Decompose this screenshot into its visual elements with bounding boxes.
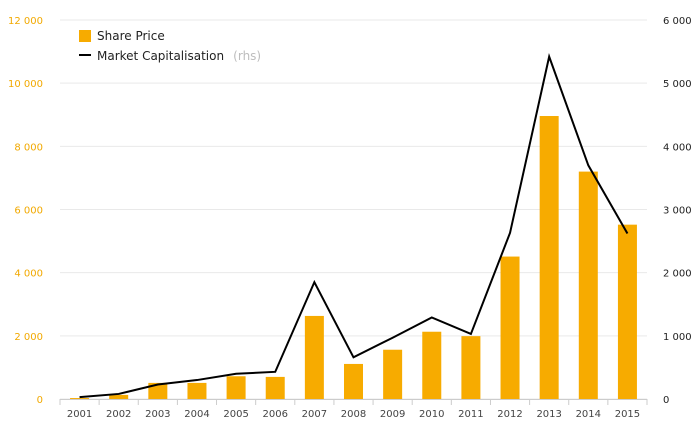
bar-share-price bbox=[109, 394, 129, 399]
bar-share-price bbox=[226, 376, 246, 399]
bar-share-price bbox=[344, 363, 363, 399]
legend: Share Price Market Capitalisation (rhs) bbox=[79, 29, 261, 64]
legend-label-market-cap: Market Capitalisation (rhs) bbox=[97, 45, 261, 64]
share-price-bars bbox=[70, 116, 637, 399]
gridlines bbox=[60, 19, 647, 400]
x-tick-label: 2005 bbox=[223, 409, 248, 420]
y-axis-right: 0 1 000 2 000 3 000 4 000 5 000 6 000 bbox=[663, 16, 692, 406]
y-left-tick-label: 6 000 bbox=[14, 206, 43, 217]
y-right-tick-label: 3 000 bbox=[663, 206, 692, 217]
y-axis-left: 0 2 000 4 000 6 000 8 000 10 000 12 000 bbox=[8, 16, 43, 406]
bar-share-price bbox=[578, 171, 598, 399]
y-right-tick-label: 0 bbox=[663, 395, 669, 406]
bar-share-price bbox=[539, 116, 559, 399]
bar-share-price bbox=[500, 256, 520, 399]
y-left-tick-label: 12 000 bbox=[8, 16, 43, 27]
x-tick-label: 2003 bbox=[145, 409, 170, 420]
x-tick-label: 2006 bbox=[263, 409, 288, 420]
x-tick-label: 2012 bbox=[497, 409, 522, 420]
bar-share-price bbox=[148, 382, 168, 399]
x-tick-label: 2011 bbox=[458, 409, 483, 420]
x-tick-label: 2001 bbox=[67, 409, 92, 420]
y-left-tick-label: 0 bbox=[37, 395, 43, 406]
legend-label-market-cap-text: Market Capitalisation bbox=[97, 49, 224, 63]
y-left-tick-label: 10 000 bbox=[8, 79, 43, 90]
market-cap-line-series bbox=[79, 53, 629, 399]
y-right-tick-label: 2 000 bbox=[663, 269, 692, 280]
x-tick-label: 2009 bbox=[380, 409, 405, 420]
x-tick-label: 2007 bbox=[302, 409, 327, 420]
y-right-tick-label: 6 000 bbox=[663, 16, 692, 27]
bar-share-price bbox=[265, 376, 285, 399]
x-tick-label: 2004 bbox=[184, 409, 209, 420]
legend-label-share-price: Share Price bbox=[97, 29, 165, 43]
bar-share-price bbox=[422, 331, 442, 399]
x-tick-label: 2010 bbox=[419, 409, 444, 420]
y-left-tick-label: 2 000 bbox=[14, 332, 43, 343]
bar-share-price bbox=[187, 382, 207, 399]
y-left-tick-label: 8 000 bbox=[14, 142, 43, 153]
x-tick-label: 2015 bbox=[615, 409, 640, 420]
bar-share-price bbox=[304, 315, 324, 399]
x-tick-label: 2013 bbox=[536, 409, 561, 420]
y-left-tick-label: 4 000 bbox=[14, 269, 43, 280]
market-cap-line bbox=[79, 53, 629, 399]
y-right-tick-label: 4 000 bbox=[663, 142, 692, 153]
legend-swatch-share-price bbox=[79, 30, 91, 42]
bar-share-price bbox=[461, 336, 481, 399]
x-tick-label: 2008 bbox=[341, 409, 366, 420]
bar-share-price bbox=[617, 224, 637, 399]
y-right-tick-label: 5 000 bbox=[663, 79, 692, 90]
bar-share-price bbox=[70, 398, 90, 399]
bar-share-price bbox=[383, 349, 403, 399]
x-tick-label: 2014 bbox=[576, 409, 601, 420]
x-axis: 2001 2002 2003 2004 2005 2006 2007 2008 2009 2010… bbox=[59, 399, 648, 420]
x-tick-label: 2002 bbox=[106, 409, 131, 420]
y-right-tick-label: 1 000 bbox=[663, 332, 692, 343]
legend-label-rhs-note: (rhs) bbox=[233, 49, 261, 63]
